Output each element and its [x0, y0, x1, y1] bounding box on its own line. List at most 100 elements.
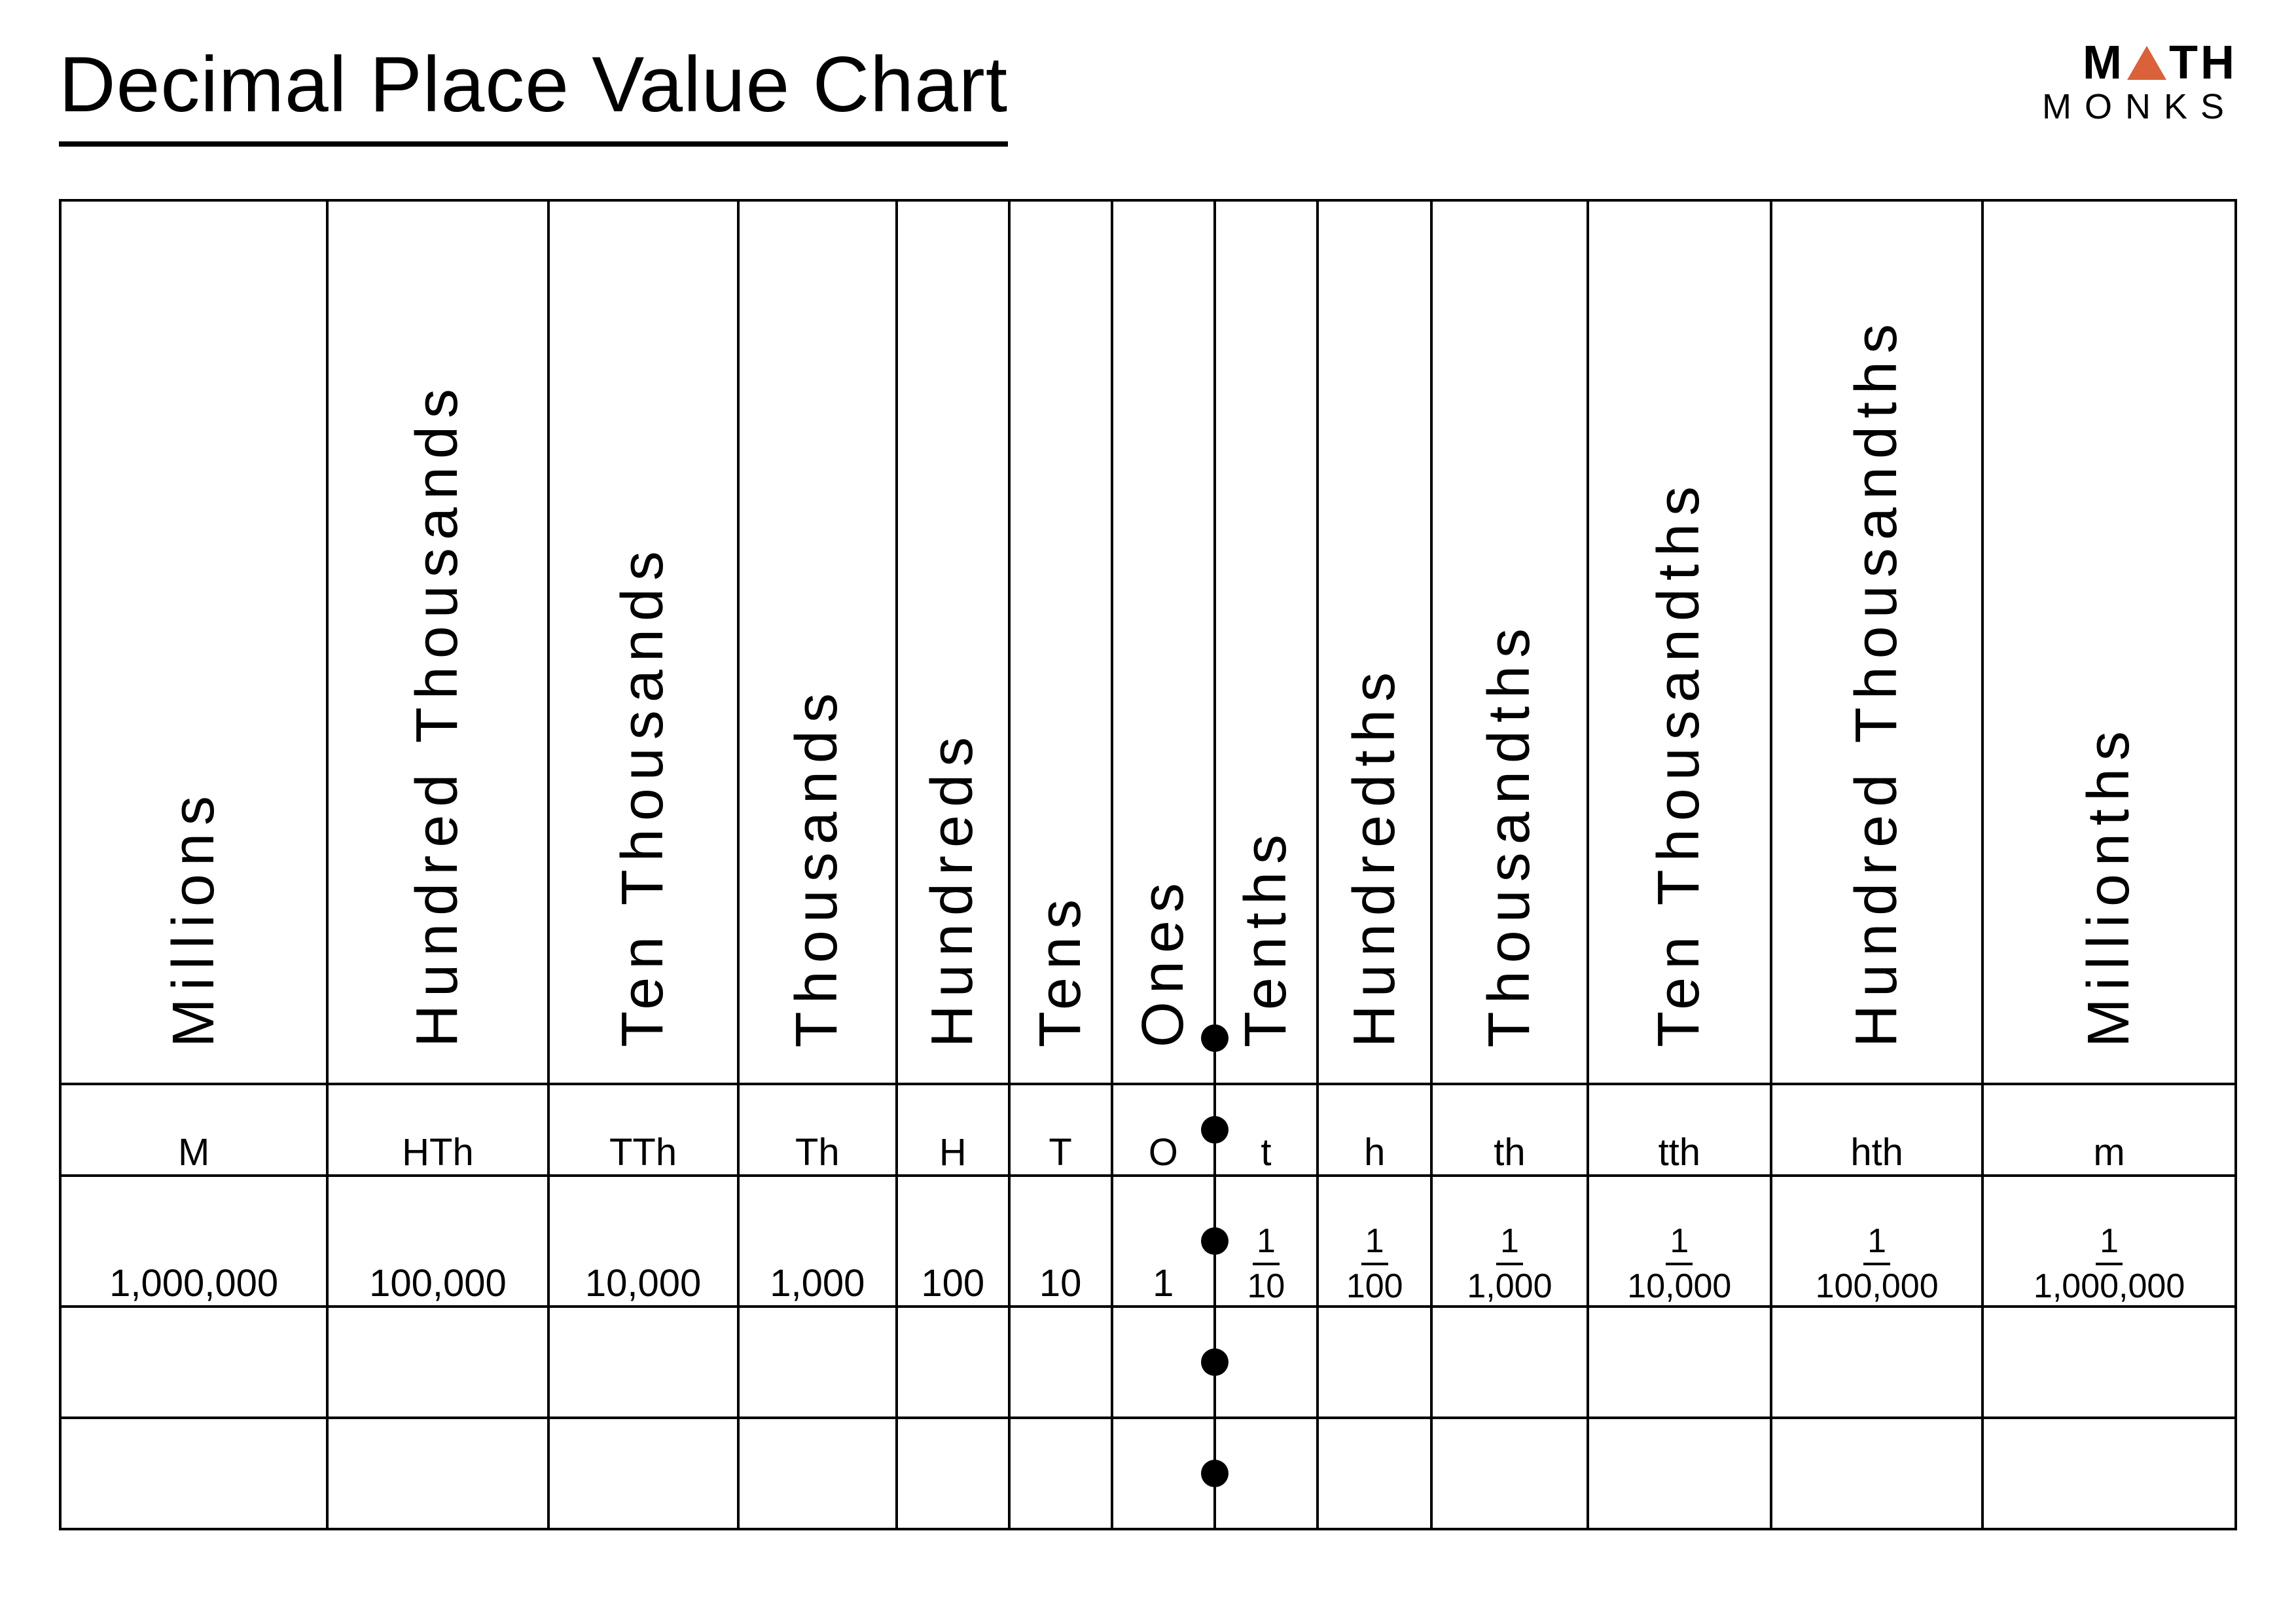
place-value-cell: 11,000,000 — [1982, 1176, 2236, 1307]
place-name-cell: Millionths — [1982, 200, 2236, 1084]
logo-line2: MONKS — [2042, 89, 2237, 124]
fraction: 110,000 — [1623, 1223, 1735, 1305]
place-name-cell: Thousandths — [1431, 200, 1587, 1084]
place-name-cell: Hundred Thousandths — [1771, 200, 1982, 1084]
place-abbr-cell: hth — [1771, 1084, 1982, 1176]
blank-row — [60, 1418, 2236, 1529]
place-name-cell: Ten Thousandths — [1588, 200, 1772, 1084]
fraction-denominator: 100 — [1342, 1265, 1407, 1305]
place-value-cell: 1,000,000 — [60, 1176, 327, 1307]
row-place-names: Millions Hundred Thousands Ten Thousands Th… — [60, 200, 2236, 1084]
blank-cell — [548, 1307, 738, 1418]
place-abbr-cell: Th — [738, 1084, 897, 1176]
page-title: Decimal Place Value Chart — [59, 39, 1008, 147]
place-value-cell: 10 — [1009, 1176, 1112, 1307]
place-abbr-cell: H — [897, 1084, 1009, 1176]
fraction-denominator: 10,000 — [1623, 1265, 1735, 1305]
place-name-label: Hundreds — [919, 729, 986, 1047]
place-name-label: Hundred Thousandths — [1843, 316, 1910, 1047]
fraction-denominator: 1,000,000 — [2030, 1265, 2189, 1305]
triangle-icon — [2127, 46, 2166, 80]
place-value-cell: 1100 — [1318, 1176, 1431, 1307]
blank-cell — [1431, 1418, 1587, 1529]
fraction-numerator: 1 — [1496, 1223, 1523, 1265]
place-value-cell: 110 — [1215, 1176, 1318, 1307]
place-value-cell: 110,000 — [1588, 1176, 1772, 1307]
logo-line1: M TH — [2042, 39, 2237, 86]
place-value-cell: 10,000 — [548, 1176, 738, 1307]
place-name-cell: Ones — [1112, 200, 1215, 1084]
fraction: 11,000,000 — [2030, 1223, 2189, 1305]
place-name-label: Hundredths — [1341, 664, 1408, 1047]
row-values: 1,000,000100,00010,0001,0001001011101100… — [60, 1176, 2236, 1307]
blank-cell — [738, 1418, 897, 1529]
place-name-label: Tens — [1027, 892, 1094, 1047]
page-header: Decimal Place Value Chart M TH MONKS — [59, 39, 2237, 147]
blank-cell — [60, 1307, 327, 1418]
blank-cell — [738, 1307, 897, 1418]
logo: M TH MONKS — [2042, 39, 2237, 124]
place-name-label: Tenths — [1232, 827, 1300, 1047]
fraction: 110 — [1243, 1223, 1289, 1305]
place-abbr-cell: tth — [1588, 1084, 1772, 1176]
blank-cell — [1588, 1418, 1772, 1529]
place-name-cell: Thousands — [738, 200, 897, 1084]
row-abbreviations: MHThTThThHTOththtthhthm — [60, 1084, 2236, 1176]
place-name-label: Millionths — [2075, 723, 2143, 1047]
place-name-cell: Hundred Thousands — [327, 200, 548, 1084]
place-value-cell: 100,000 — [327, 1176, 548, 1307]
place-abbr-cell: t — [1215, 1084, 1318, 1176]
place-name-cell: Tenths — [1215, 200, 1318, 1084]
blank-cell — [1215, 1418, 1318, 1529]
blank-cell — [897, 1418, 1009, 1529]
place-name-cell: Hundreds — [897, 200, 1009, 1084]
place-name-label: Thousands — [783, 685, 851, 1047]
place-abbr-cell: T — [1009, 1084, 1112, 1176]
fraction-numerator: 1 — [1863, 1223, 1890, 1265]
place-abbr-cell: HTh — [327, 1084, 548, 1176]
blank-cell — [1982, 1307, 2236, 1418]
place-name-cell: Hundredths — [1318, 200, 1431, 1084]
logo-letter-m: M — [2083, 39, 2125, 86]
fraction-denominator: 1,000 — [1463, 1265, 1556, 1305]
place-abbr-cell: th — [1431, 1084, 1587, 1176]
blank-cell — [60, 1418, 327, 1529]
place-name-label: Hundred Thousands — [404, 381, 471, 1047]
place-name-label: Ten Thousands — [609, 543, 677, 1047]
place-name-label: Ones — [1130, 875, 1197, 1047]
fraction-numerator: 1 — [2096, 1223, 2123, 1265]
blank-cell — [1982, 1418, 2236, 1529]
fraction-numerator: 1 — [1361, 1223, 1388, 1265]
fraction-numerator: 1 — [1253, 1223, 1280, 1265]
blank-cell — [327, 1418, 548, 1529]
place-name-cell: Tens — [1009, 200, 1112, 1084]
blank-cell — [1112, 1307, 1215, 1418]
place-value-cell: 100 — [897, 1176, 1009, 1307]
blank-cell — [1215, 1307, 1318, 1418]
fraction: 1100 — [1342, 1223, 1407, 1305]
place-value-cell: 1,000 — [738, 1176, 897, 1307]
fraction-denominator: 100,000 — [1812, 1265, 1943, 1305]
place-name-label: Thousandths — [1476, 621, 1543, 1047]
place-name-label: Millions — [160, 788, 228, 1047]
place-abbr-cell: m — [1982, 1084, 2236, 1176]
blank-cell — [1771, 1307, 1982, 1418]
place-abbr-cell: h — [1318, 1084, 1431, 1176]
place-abbr-cell: TTh — [548, 1084, 738, 1176]
blank-cell — [327, 1307, 548, 1418]
blank-cell — [897, 1307, 1009, 1418]
fraction: 11,000 — [1463, 1223, 1556, 1305]
place-value-cell: 1100,000 — [1771, 1176, 1982, 1307]
place-name-cell: Millions — [60, 200, 327, 1084]
place-abbr-cell: O — [1112, 1084, 1215, 1176]
blank-row — [60, 1307, 2236, 1418]
place-value-cell: 1 — [1112, 1176, 1215, 1307]
place-name-cell: Ten Thousands — [548, 200, 738, 1084]
blank-cell — [1771, 1418, 1982, 1529]
blank-cell — [1009, 1307, 1112, 1418]
blank-cell — [1112, 1418, 1215, 1529]
fraction: 1100,000 — [1812, 1223, 1943, 1305]
blank-cell — [1431, 1307, 1587, 1418]
fraction-denominator: 10 — [1243, 1265, 1289, 1305]
fraction-numerator: 1 — [1666, 1223, 1693, 1265]
